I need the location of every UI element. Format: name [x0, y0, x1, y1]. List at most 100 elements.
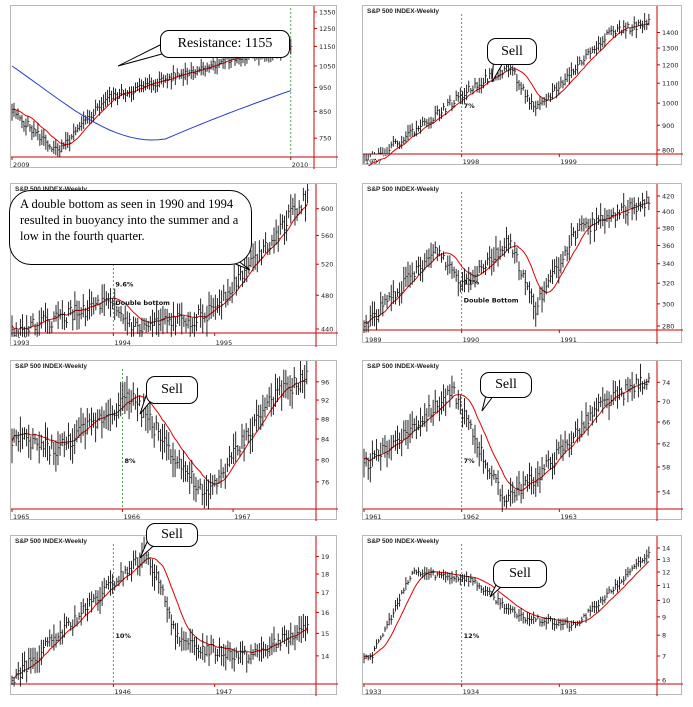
- y-tick-label: 84: [321, 436, 329, 444]
- x-tick-label: 1994: [114, 339, 131, 347]
- moving-average-line: [11, 378, 308, 485]
- y-tick-label: 15: [321, 630, 329, 638]
- y-tick-label: 14: [662, 545, 670, 553]
- chart-panel-1997: S&P 500 INDEX-Weekly 1400 1300 1200 1100 100…: [362, 5, 683, 166]
- y-tick-label: 16: [321, 609, 329, 617]
- y-tick-label: 520: [321, 261, 333, 269]
- decline-percent-label: 10%: [115, 632, 131, 640]
- x-tick-label: 1963: [560, 513, 577, 521]
- chart-svg-1933: 14 13 12 11 10 9 8 7 6 1933 1934 1935 12%: [363, 536, 683, 696]
- y-tick-label: 360: [662, 242, 674, 250]
- chart-title: S&P 500 INDEX-Weekly: [367, 8, 440, 15]
- x-tick-label: 1989: [365, 336, 382, 344]
- y-tick-label: 380: [662, 225, 674, 233]
- chart-panel-1946: S&P 500 INDEX-Weekly 19 18 17 16 15 14 1946 194…: [10, 535, 338, 696]
- callout-resistance: Resistance: 1155: [160, 30, 290, 58]
- y-tick-label: 400: [662, 208, 674, 216]
- chart-svg-1965: 96 92 88 84 80 76 1965 1966 1967 8%: [11, 361, 338, 521]
- decline-percent-label: 7%: [464, 102, 476, 110]
- moving-average-line: [363, 201, 650, 324]
- y-tick-label: 340: [662, 260, 674, 268]
- y-tick-label: 320: [662, 280, 674, 288]
- chart-svg-1993: 600 560 520 480 440 1993 1994 1995 9.6% Double bo…: [11, 184, 338, 347]
- chart-svg-1946: 19 18 17 16 15 14 1946 1947 10%: [11, 536, 338, 696]
- double-bottom-label: Double Bottom: [464, 297, 519, 305]
- chart-panel-1933: S&P 500 INDEX-Weekly 14 13 12 11 10 9 8 7 6 1933 1…: [362, 535, 683, 696]
- moving-average-line: [11, 557, 308, 679]
- x-tick-label: 1998: [463, 158, 480, 166]
- y-tick-label: 11: [662, 582, 670, 590]
- y-tick-label: 900: [662, 122, 674, 130]
- chart-svg-1961: 74 70 66 62 58 54 1961 1962 1963 7%: [363, 361, 683, 521]
- y-tick-label: 800: [662, 147, 674, 155]
- x-tick-label: 1997: [365, 158, 382, 166]
- y-tick-label: 1050: [319, 62, 336, 70]
- y-tick-label: 1150: [319, 43, 336, 51]
- x-tick-label: 1934: [463, 688, 480, 696]
- y-tick-label: 10: [662, 597, 670, 605]
- y-tick-label: 18: [321, 571, 329, 579]
- y-tick-label: 560: [321, 232, 333, 240]
- long-term-average-line: [11, 65, 291, 141]
- y-tick-label: 54: [662, 488, 670, 496]
- x-tick-label: 2009: [13, 161, 30, 169]
- callout-sell-1966: Sell: [146, 376, 198, 404]
- y-tick-label: 1100: [662, 80, 679, 88]
- chart-svg-1997: 1400 1300 1200 1100 1000 900 800 1997 1998 1999 7%: [363, 6, 683, 166]
- y-tick-label: 88: [321, 416, 329, 424]
- y-tick-label: 12: [662, 569, 670, 577]
- callout-sell-1962: Sell: [480, 372, 532, 398]
- decline-percent-label: 8%: [125, 457, 137, 465]
- chart-title: S&P 500 INDEX-Weekly: [367, 363, 440, 370]
- callout-sell-1998: Sell: [487, 38, 537, 65]
- y-tick-label: 950: [319, 84, 331, 92]
- x-tick-label: 1946: [114, 688, 131, 696]
- moving-average-line: [363, 380, 650, 492]
- chart-title: S&P 500 INDEX-Weekly: [367, 186, 440, 193]
- y-tick-label: 850: [319, 108, 331, 116]
- y-tick-label: 1000: [662, 100, 679, 108]
- y-tick-label: 70: [662, 398, 670, 406]
- x-tick-label: 1966: [124, 513, 141, 521]
- decline-percent-label: 7%: [464, 457, 476, 465]
- moving-average-line: [363, 561, 650, 658]
- y-tick-label: 19: [321, 553, 329, 561]
- y-tick-label: 600: [321, 205, 333, 213]
- chart-title: S&P 500 INDEX-Weekly: [367, 538, 440, 545]
- y-tick-label: 14: [321, 652, 329, 660]
- y-tick-label: 750: [319, 135, 331, 143]
- x-tick-label: 1947: [216, 688, 233, 696]
- y-tick-label: 96: [321, 378, 329, 386]
- moving-average-line: [11, 203, 309, 330]
- y-tick-label: 1300: [662, 45, 679, 53]
- decline-percent-label: 11%: [464, 278, 480, 286]
- decline-percent-label: 9.6%: [115, 280, 134, 288]
- x-tick-label: 1995: [216, 339, 233, 347]
- callout-sell-1946: Sell: [146, 523, 198, 547]
- decline-percent-label: 12%: [464, 632, 480, 640]
- y-tick-label: 280: [662, 323, 674, 331]
- x-tick-label: 1993: [13, 339, 30, 347]
- y-tick-label: 420: [662, 193, 674, 201]
- x-tick-label: 1990: [463, 336, 480, 344]
- x-tick-label: 1933: [365, 688, 382, 696]
- x-tick-label: 1991: [560, 336, 577, 344]
- y-tick-label: 80: [321, 456, 329, 464]
- y-tick-label: 13: [662, 556, 670, 564]
- chart-title: S&P 500 INDEX-Weekly: [15, 363, 88, 370]
- x-tick-label: 1999: [560, 158, 577, 166]
- y-tick-label: 76: [321, 478, 329, 486]
- x-tick-label: 1935: [560, 688, 577, 696]
- y-tick-label: 7: [662, 652, 666, 660]
- x-tick-label: 1961: [365, 513, 382, 521]
- y-tick-label: 1400: [662, 29, 679, 37]
- y-tick-label: 1200: [662, 61, 679, 69]
- x-tick-label: 2010: [292, 161, 309, 169]
- y-tick-label: 1250: [319, 25, 336, 33]
- y-tick-label: 6: [662, 677, 666, 685]
- chart-title: S&P 500 INDEX-Weekly: [15, 538, 88, 545]
- y-tick-label: 1350: [319, 9, 336, 17]
- x-tick-label: 1962: [463, 513, 480, 521]
- y-tick-label: 440: [321, 326, 333, 334]
- y-tick-label: 9: [662, 613, 666, 621]
